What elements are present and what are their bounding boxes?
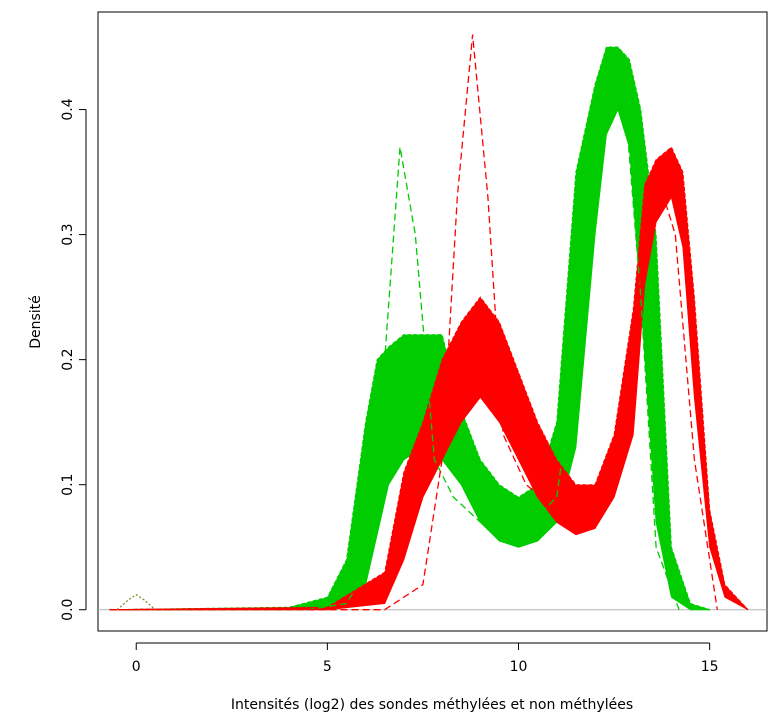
series-dotted-artifact-4 (116, 593, 156, 611)
y-tick-label: 0.3 (60, 223, 76, 245)
series-curve-green-6 (109, 55, 710, 611)
axis-layer: 0 5 10 15 0.0 0.1 0.2 0.3 0.4 (60, 98, 719, 675)
y-tick-label: 0.1 (60, 474, 76, 496)
series-curve-red-1 (109, 188, 749, 611)
series-curve-red-6 (109, 153, 749, 611)
series-layer (98, 34, 767, 611)
series-curve-red-3 (109, 174, 749, 611)
x-tick-label: 15 (701, 659, 719, 675)
plot-frame (97, 11, 768, 632)
series-curve-red-4 (109, 167, 749, 611)
x-tick-label: 0 (132, 659, 141, 675)
series-dashed-green-2 (109, 69, 680, 611)
y-tick-label: 0.2 (60, 348, 76, 370)
series-curve-green-2 (109, 90, 710, 611)
y-tick-label: 0.0 (60, 599, 76, 621)
series-bundle-red (109, 146, 749, 611)
series-curve-red-5 (109, 160, 749, 611)
series-curve-green-5 (109, 64, 710, 611)
series-curve-red-0 (109, 195, 749, 611)
series-curve-green-4 (109, 72, 710, 611)
y-tick-label: 0.4 (60, 98, 76, 120)
x-tick-label: 5 (323, 659, 332, 675)
y-axis-label: Densité (28, 295, 44, 349)
series-curve-green-7 (109, 46, 710, 611)
x-tick-label: 10 (510, 659, 528, 675)
series-curve-green-3 (109, 81, 710, 611)
series-band-red (109, 147, 748, 610)
x-axis-label: Intensités (log2) des sondes méthylées e… (231, 697, 633, 713)
series-curve-red-7 (109, 146, 749, 611)
series-curve-red-2 (109, 181, 749, 611)
